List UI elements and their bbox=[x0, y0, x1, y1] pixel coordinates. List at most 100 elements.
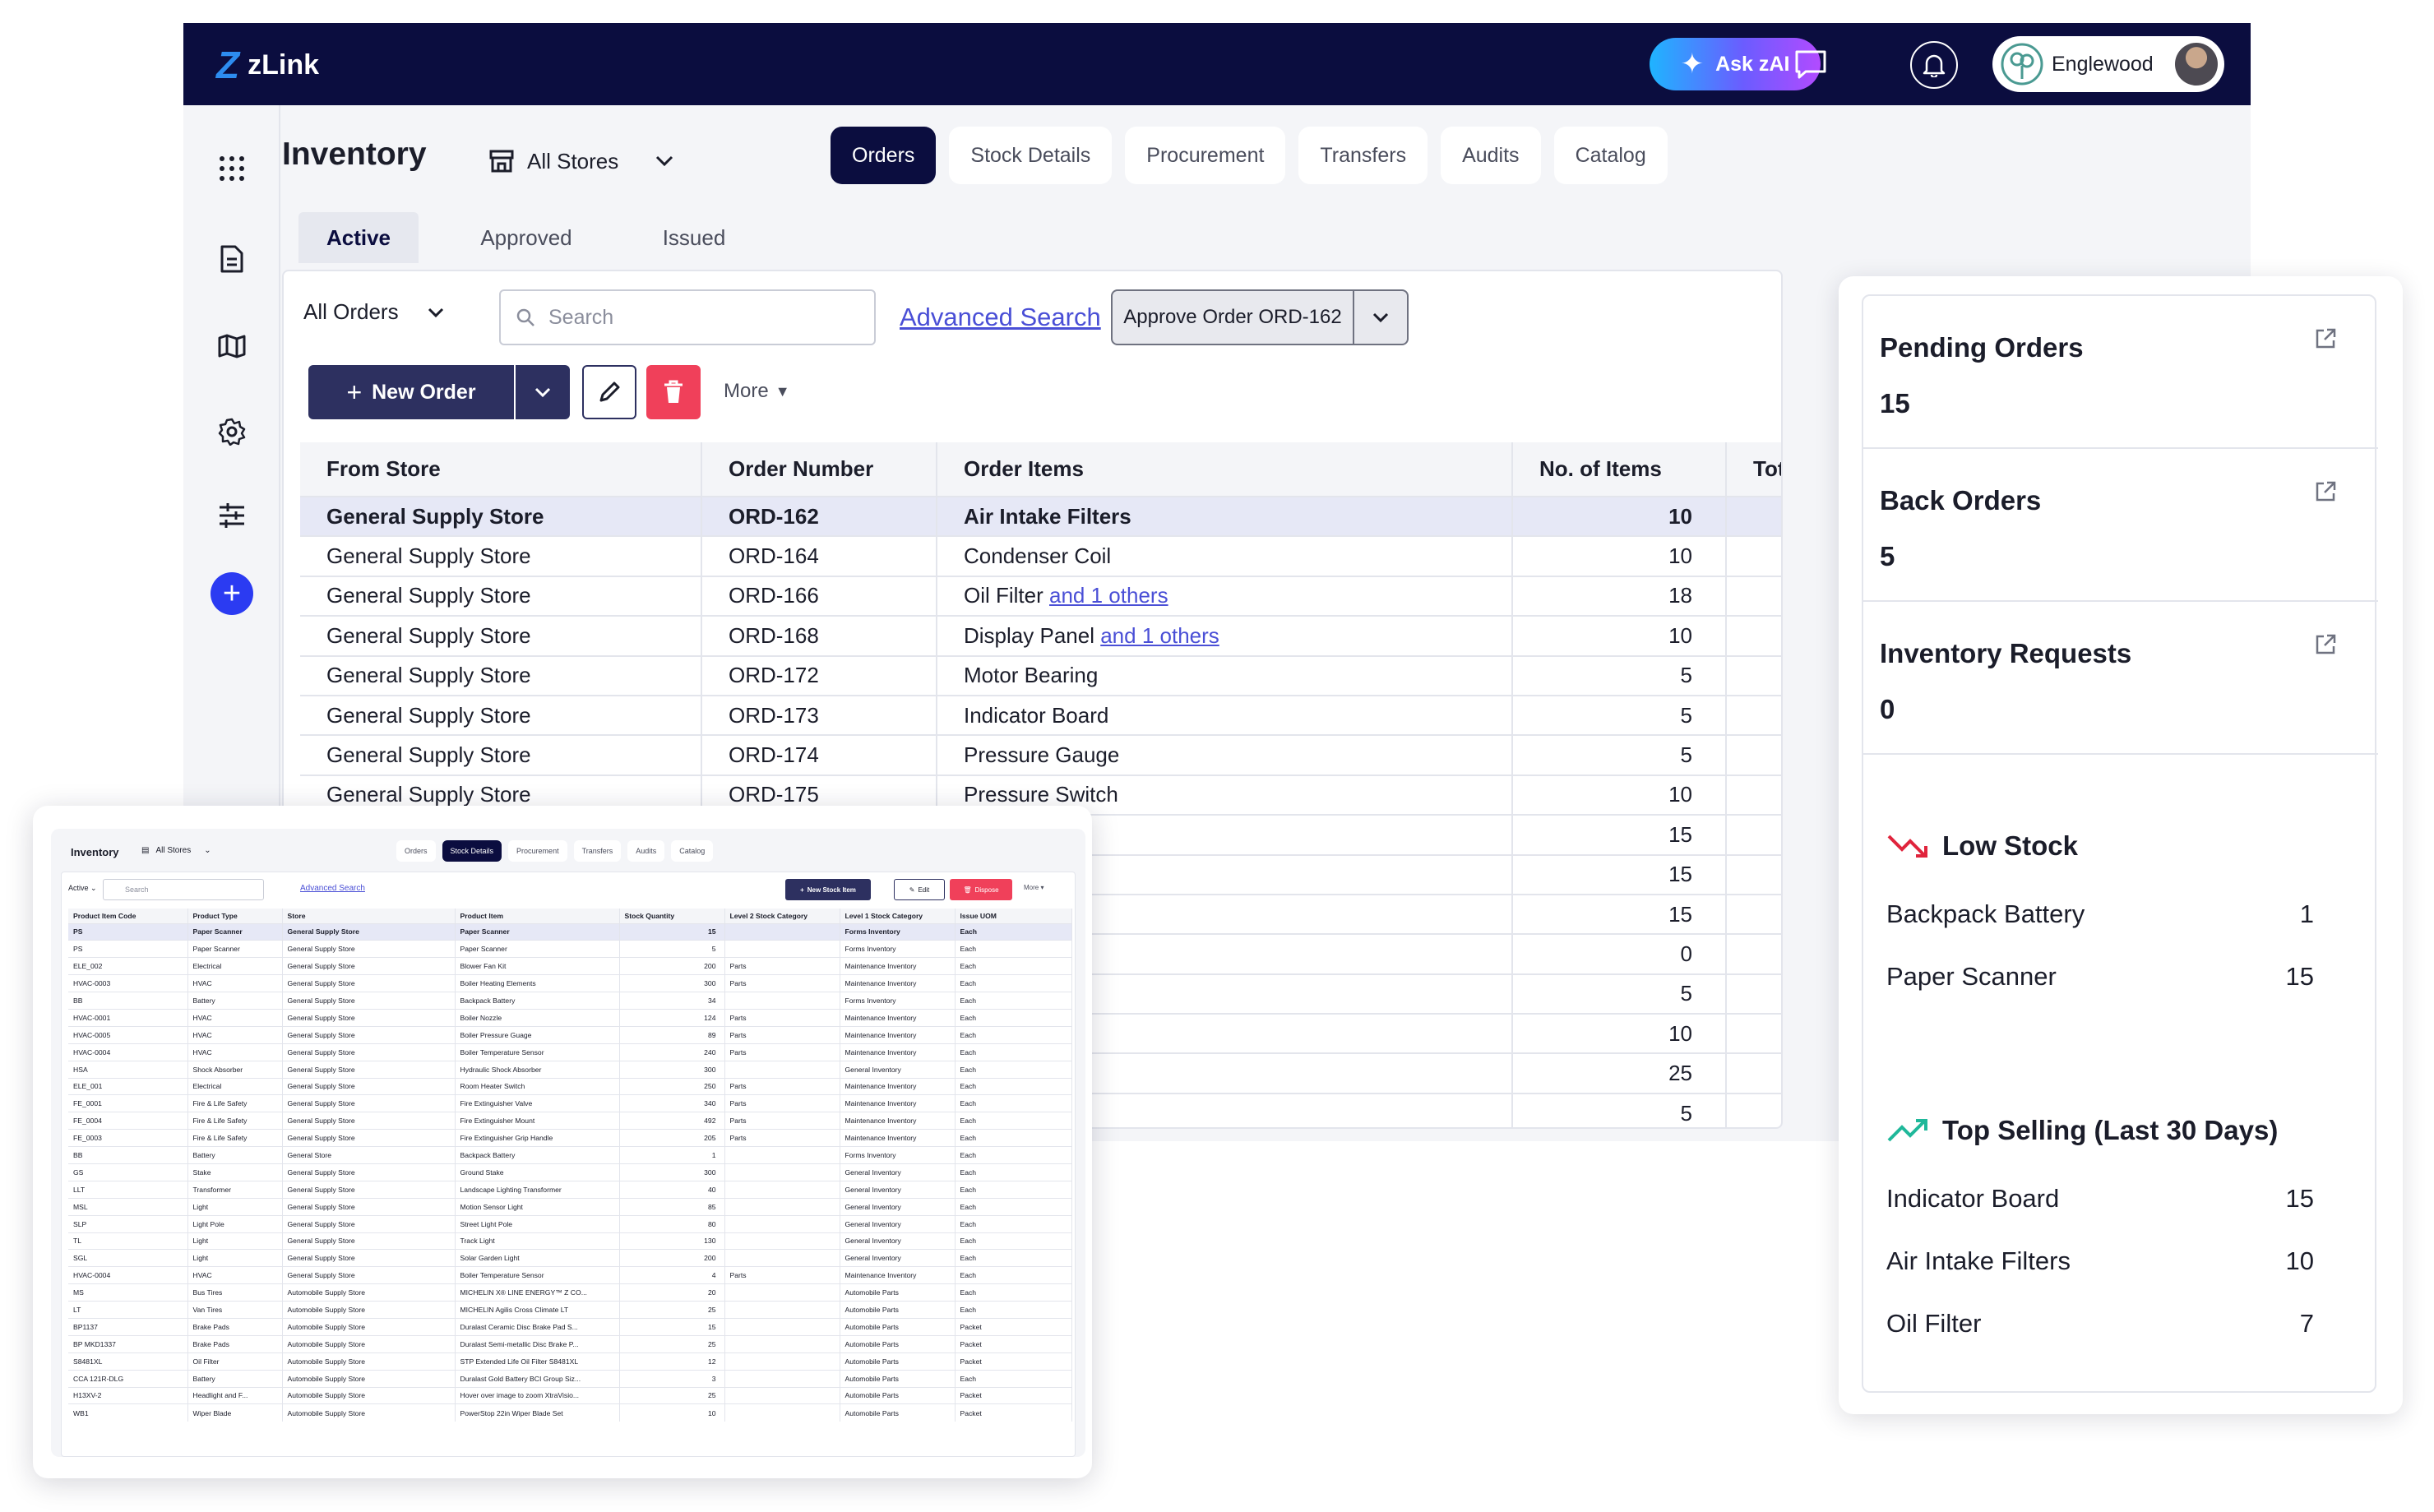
stock-table-row[interactable]: HSA Shock Absorber General Supply Store Hyd… bbox=[68, 1060, 1072, 1079]
stock-table-row[interactable]: SGL Light General Supply Store Solar Garden… bbox=[68, 1249, 1072, 1267]
user-avatar[interactable] bbox=[2175, 43, 2218, 86]
new-order-dropdown-button[interactable] bbox=[516, 365, 570, 419]
column-header[interactable]: From Store bbox=[300, 442, 702, 497]
stock-column-header[interactable]: Level 2 Stock Category bbox=[724, 909, 840, 923]
settings-gear-icon[interactable] bbox=[211, 411, 252, 452]
mini-tab-orders[interactable]: Orders bbox=[396, 840, 436, 862]
stock-table-row[interactable]: HVAC-0001 HVAC General Supply Store Boiler … bbox=[68, 1008, 1072, 1027]
stock-table-row[interactable]: H13XV-2 Headlight and F... Automobile Supp… bbox=[68, 1386, 1072, 1404]
stock-column-header[interactable]: Stock Quantity bbox=[619, 909, 725, 923]
low-stock-item[interactable]: Backpack Battery 1 bbox=[1886, 899, 2314, 929]
mini-filter-select[interactable]: Active ⌄ bbox=[68, 884, 97, 892]
column-header[interactable]: Order Items bbox=[937, 442, 1513, 497]
stock-column-header[interactable]: Product Item bbox=[455, 909, 620, 923]
stock-table-row[interactable]: S8481XL Oil Filter Automobile Supply Store… bbox=[68, 1352, 1072, 1371]
stock-table-row[interactable]: HVAC-0005 HVAC General Supply Store Boiler … bbox=[68, 1025, 1072, 1044]
stock-table-row[interactable]: ELE_001 Electrical General Supply Store Roo… bbox=[68, 1077, 1072, 1095]
low-stock-item[interactable]: Paper Scanner 15 bbox=[1886, 962, 2314, 992]
delete-button[interactable] bbox=[646, 365, 701, 419]
tab-transfers[interactable]: Transfers bbox=[1298, 127, 1428, 184]
stock-table-row[interactable]: WB1 Wiper Blade Automobile Supply Store Pow… bbox=[68, 1403, 1072, 1422]
table-row[interactable]: General Supply Store ORD-174 Pressure Gaug… bbox=[300, 734, 1781, 775]
table-row[interactable]: General Supply Store ORD-162 Air Intake Fi… bbox=[300, 495, 1781, 537]
edit-button[interactable] bbox=[582, 365, 636, 419]
mini-tab-transfers[interactable]: Transfers bbox=[573, 840, 622, 862]
stock-table-row[interactable]: HVAC-0004 HVAC General Supply Store Boiler … bbox=[68, 1266, 1072, 1284]
stock-table-row[interactable]: FE_0003 Fire & Life Safety General Supply … bbox=[68, 1129, 1072, 1147]
dispose-button[interactable]: 🗑 Dispose bbox=[950, 879, 1012, 900]
tab-procurement[interactable]: Procurement bbox=[1125, 127, 1286, 184]
tab-issued[interactable]: Issued bbox=[662, 224, 726, 250]
stock-column-header[interactable]: Level 1 Stock Category bbox=[840, 909, 956, 923]
mini-search-input[interactable]: Search bbox=[103, 879, 264, 900]
store-select[interactable]: All Stores bbox=[489, 143, 674, 179]
column-header[interactable]: Order Number bbox=[701, 442, 937, 497]
stock-table-row[interactable]: FE_0004 Fire & Life Safety General Supply … bbox=[68, 1112, 1072, 1130]
approve-order-button[interactable]: Approve Order ORD-162 bbox=[1111, 289, 1409, 345]
stock-table-row[interactable]: BP1137 Brake Pads Automobile Supply Store D… bbox=[68, 1317, 1072, 1336]
top-selling-item[interactable]: Indicator Board 15 bbox=[1886, 1184, 2314, 1214]
stock-table-row[interactable]: BB Battery General Supply Store Backpack Ba… bbox=[68, 992, 1072, 1010]
external-link-icon[interactable] bbox=[2314, 480, 2337, 507]
chat-icon[interactable] bbox=[1787, 41, 1835, 89]
mini-tab-catalog[interactable]: Catalog bbox=[671, 840, 714, 862]
tab-stock-details[interactable]: Stock Details bbox=[949, 127, 1113, 184]
notification-bell-icon[interactable] bbox=[1910, 41, 1958, 89]
more-items-link[interactable]: and 1 others bbox=[1049, 583, 1168, 608]
map-icon[interactable] bbox=[211, 326, 252, 367]
mini-more-button[interactable]: More ▾ bbox=[1024, 884, 1044, 891]
more-menu-button[interactable]: More ▼ bbox=[724, 380, 790, 403]
stock-table-row[interactable]: MSL Light General Supply Store Motion Senso… bbox=[68, 1197, 1072, 1216]
table-row[interactable]: General Supply Store ORD-172 Motor Bearing… bbox=[300, 654, 1781, 696]
table-row[interactable]: General Supply Store ORD-166 Oil Filter an… bbox=[300, 575, 1781, 617]
stock-column-header[interactable]: Issue UOM bbox=[955, 909, 1072, 923]
tab-orders[interactable]: Orders bbox=[831, 127, 937, 184]
external-link-icon[interactable] bbox=[2314, 327, 2337, 354]
stock-table-row[interactable]: BB Battery General Store Backpack Battery 1 F… bbox=[68, 1146, 1072, 1164]
chevron-down-icon[interactable] bbox=[1354, 291, 1407, 344]
advanced-search-link[interactable]: Advanced Search bbox=[900, 303, 1101, 331]
mini-edit-button[interactable]: ✎ Edit bbox=[894, 879, 945, 900]
mini-tab-stock-details[interactable]: Stock Details bbox=[442, 840, 502, 862]
stock-table-row[interactable]: HVAC-0004 HVAC General Supply Store Boiler … bbox=[68, 1043, 1072, 1061]
stock-table-row[interactable]: LT Van Tires Automobile Supply Store MICHEL… bbox=[68, 1301, 1072, 1319]
table-row[interactable]: General Supply Store ORD-164 Condenser Coi… bbox=[300, 535, 1781, 576]
table-row[interactable]: General Supply Store ORD-173 Indicator Boa… bbox=[300, 694, 1781, 736]
stock-table-row[interactable]: CCA 121R-DLG Battery Automobile Supply Sto… bbox=[68, 1369, 1072, 1388]
stock-column-header[interactable]: Product Item Code bbox=[68, 909, 188, 923]
tab-active[interactable]: Active bbox=[298, 212, 419, 263]
stock-table-row[interactable]: PS Paper Scanner General Supply Store Paper… bbox=[68, 940, 1072, 958]
search-input[interactable]: Search bbox=[499, 289, 876, 345]
orders-filter-select[interactable]: All Orders bbox=[303, 299, 445, 325]
stock-table-row[interactable]: MS Bus Tires Automobile Supply Store MICHEL… bbox=[68, 1283, 1072, 1302]
tab-approved[interactable]: Approved bbox=[480, 224, 572, 250]
tab-audits[interactable]: Audits bbox=[1441, 127, 1541, 184]
external-link-icon[interactable] bbox=[2314, 633, 2337, 660]
more-items-link[interactable]: and 1 others bbox=[1100, 622, 1219, 648]
stock-table-row[interactable]: PS Paper Scanner General Supply Store Paper… bbox=[68, 922, 1072, 941]
document-icon[interactable] bbox=[211, 238, 252, 280]
add-button[interactable]: + bbox=[211, 572, 253, 615]
stock-table-row[interactable]: ELE_002 Electrical General Supply Store Blo… bbox=[68, 957, 1072, 975]
mini-tab-audits[interactable]: Audits bbox=[627, 840, 665, 862]
top-selling-item[interactable]: Oil Filter 7 bbox=[1886, 1309, 2314, 1339]
column-header[interactable]: No. of Items bbox=[1512, 442, 1727, 497]
store-switcher[interactable]: Englewood bbox=[1992, 36, 2224, 92]
stock-table-row[interactable]: LLT Transformer General Supply Store Landsc… bbox=[68, 1180, 1072, 1199]
apps-grid-icon[interactable] bbox=[211, 148, 252, 189]
stock-table-row[interactable]: BP MKD1337 Brake Pads Automobile Supply St… bbox=[68, 1334, 1072, 1353]
ask-zai-button[interactable]: ✦ Ask zAI bbox=[1650, 38, 1821, 90]
adjustments-icon[interactable] bbox=[211, 495, 252, 536]
mini-store-select[interactable]: ▤ All Stores ⌄ bbox=[141, 846, 211, 855]
stock-table-row[interactable]: SLP Light Pole General Supply Store Street … bbox=[68, 1214, 1072, 1233]
stock-column-header[interactable]: Store bbox=[282, 909, 456, 923]
stock-table-row[interactable]: GS Stake General Supply Store Ground Stake 3… bbox=[68, 1163, 1072, 1181]
column-header[interactable]: Total bbox=[1726, 442, 1781, 497]
stock-table-row[interactable]: TL Light General Supply Store Track Light 13… bbox=[68, 1232, 1072, 1250]
top-selling-item[interactable]: Air Intake Filters 10 bbox=[1886, 1246, 2314, 1276]
tab-catalog[interactable]: Catalog bbox=[1553, 127, 1668, 184]
stock-table-row[interactable]: HVAC-0003 HVAC General Supply Store Boiler … bbox=[68, 974, 1072, 992]
app-logo[interactable]: Z zLink bbox=[216, 44, 319, 86]
mini-advanced-search-link[interactable]: Advanced Search bbox=[300, 884, 365, 893]
new-order-button[interactable]: + New Order bbox=[308, 365, 514, 419]
